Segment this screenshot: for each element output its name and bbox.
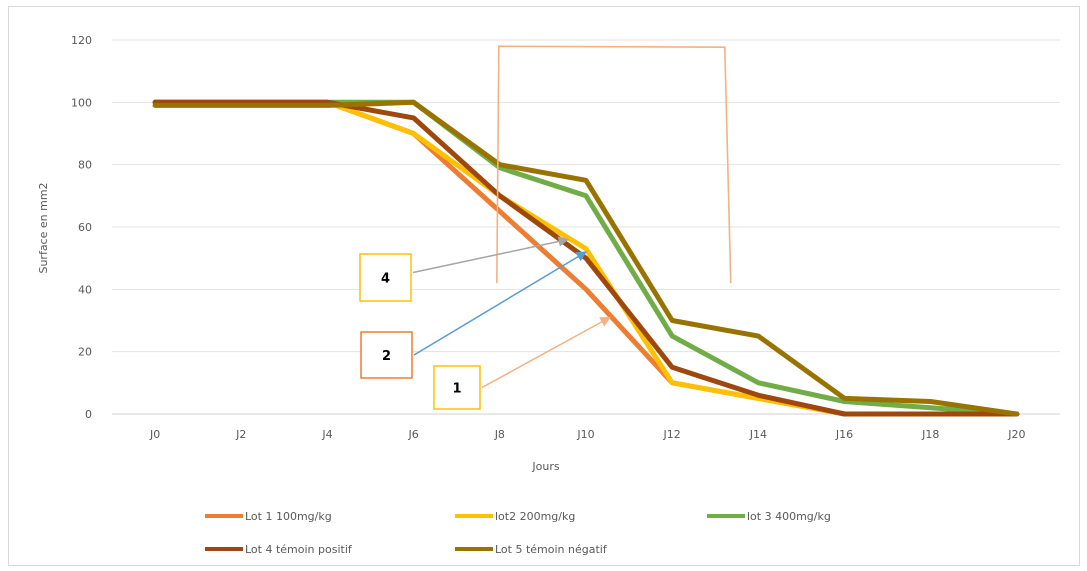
annotation-arrow-1 <box>481 316 611 389</box>
annotation-arrow-2 <box>413 251 587 356</box>
y-tick-label: 0 <box>85 408 92 421</box>
x-tick-label: J2 <box>235 428 246 441</box>
y-tick-label: 40 <box>78 283 92 296</box>
x-tick-label: J6 <box>408 428 419 441</box>
y-axis-title: Surface en mm2 <box>37 182 50 273</box>
legend-label-5: Lot 5 témoin négatif <box>495 543 608 556</box>
chart-frame <box>8 6 1080 566</box>
series-line-5 <box>152 99 1020 417</box>
x-tick-label: J14 <box>749 428 767 441</box>
series-line-4 <box>152 99 1020 417</box>
annotation-box-2 <box>360 331 413 379</box>
y-tick-label: 20 <box>78 346 92 359</box>
annotation-label-2: 2 <box>382 349 391 364</box>
x-axis-title: Jours <box>531 460 559 473</box>
y-tick-label: 80 <box>78 159 92 172</box>
x-tick-label: J4 <box>321 428 332 441</box>
x-tick-label: J8 <box>494 428 505 441</box>
bracket-annotation <box>496 45 732 284</box>
annotation-box-1 <box>433 365 481 410</box>
annotation-arrow-4 <box>412 236 570 274</box>
x-tick-label: J0 <box>149 428 160 441</box>
x-tick-label: J18 <box>921 428 939 441</box>
x-tick-label: J10 <box>576 428 594 441</box>
y-tick-label: 120 <box>71 34 92 47</box>
x-tick-label: J16 <box>835 428 853 441</box>
legend-label-1: Lot 1 100mg/kg <box>245 510 332 523</box>
legend-label-4: Lot 4 témoin positif <box>245 543 353 556</box>
x-tick-label: J12 <box>663 428 681 441</box>
legend-label-3: lot 3 400mg/kg <box>747 510 831 523</box>
y-tick-label: 60 <box>78 221 92 234</box>
annotation-label-1: 1 <box>452 382 461 397</box>
annotation-box-4 <box>359 253 412 302</box>
annotation-label-4: 4 <box>381 272 390 287</box>
y-tick-label: 100 <box>71 96 92 109</box>
legend-label-2: lot2 200mg/kg <box>495 510 575 523</box>
x-tick-label: J20 <box>1007 428 1025 441</box>
